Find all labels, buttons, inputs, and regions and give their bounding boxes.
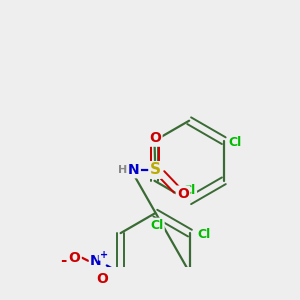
Text: O: O (149, 131, 161, 146)
Text: O: O (177, 187, 189, 201)
Text: Cl: Cl (228, 136, 241, 149)
Text: N: N (128, 163, 140, 177)
Text: O: O (68, 251, 80, 265)
Text: -: - (60, 253, 67, 268)
Text: S: S (150, 163, 161, 178)
Text: O: O (96, 272, 108, 286)
Text: N: N (90, 254, 102, 268)
Text: +: + (100, 250, 108, 260)
Text: Cl: Cl (197, 228, 211, 241)
Text: Cl: Cl (150, 219, 164, 232)
Text: H: H (118, 165, 128, 175)
Text: Cl: Cl (182, 184, 196, 196)
